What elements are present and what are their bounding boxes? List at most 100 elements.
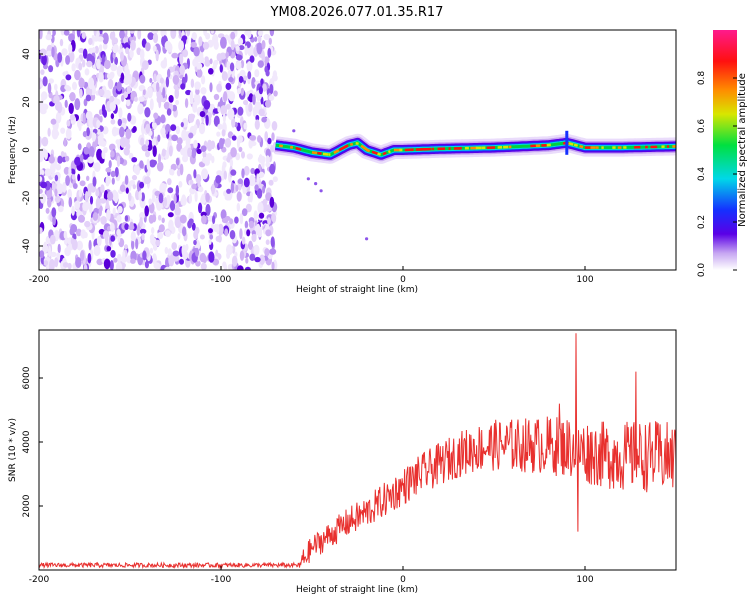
noise-blob — [142, 250, 147, 261]
noise-blob — [199, 252, 206, 263]
noise-blob — [124, 68, 130, 77]
noise-blob — [247, 195, 252, 203]
noise-blob — [86, 175, 90, 181]
noise-blob — [229, 218, 234, 225]
noise-blob — [163, 57, 167, 67]
noise-blob — [193, 46, 200, 57]
noise-blob — [82, 112, 86, 125]
noise-blob — [112, 43, 119, 54]
noise-blob — [74, 98, 81, 111]
noise-dot — [292, 129, 296, 133]
noise-blob — [250, 167, 255, 175]
noise-blob — [263, 33, 270, 41]
noise-blob — [96, 58, 101, 70]
noise-speckle — [39, 30, 369, 270]
noise-blob — [216, 170, 223, 176]
noise-blob — [43, 149, 49, 160]
noise-blob — [152, 45, 157, 52]
noise-blob — [156, 81, 160, 93]
noise-blob — [125, 128, 132, 140]
noise-blob — [231, 245, 236, 254]
snr-x-label: Height of straight line (km) — [296, 585, 418, 595]
noise-blob — [217, 234, 222, 243]
x-tick-label: -200 — [29, 575, 50, 585]
noise-blob — [66, 119, 71, 127]
noise-blob — [219, 64, 223, 73]
noise-blob — [108, 78, 114, 90]
noise-blob — [148, 202, 155, 214]
noise-blob — [46, 50, 53, 56]
noise-blob — [101, 150, 106, 160]
noise-blob — [147, 59, 152, 65]
noise-blob — [262, 198, 268, 205]
noise-blob — [198, 36, 203, 47]
noise-blob — [87, 156, 94, 164]
snr-y-ticks: 2000 4000 6000 — [22, 366, 43, 517]
noise-blob — [69, 92, 76, 102]
noise-blob — [118, 107, 123, 119]
noise-blob — [228, 91, 236, 102]
noise-blob — [238, 45, 245, 51]
noise-blob — [114, 167, 119, 178]
noise-blob — [50, 118, 57, 125]
noise-blob — [39, 48, 47, 57]
noise-blob — [51, 182, 55, 191]
colorbar-tick-label: 0.6 — [697, 119, 707, 134]
noise-blob — [109, 101, 117, 112]
noise-blob — [137, 30, 142, 40]
noise-blob — [231, 255, 238, 267]
noise-blob — [194, 190, 198, 202]
noise-blob — [252, 94, 256, 105]
noise-blob — [216, 53, 222, 62]
noise-blob — [92, 176, 97, 187]
noise-blob — [86, 127, 90, 137]
track-hot — [344, 144, 349, 149]
noise-blob — [249, 55, 255, 63]
noise-blob — [134, 96, 138, 102]
noise-blob — [265, 229, 272, 237]
colorbar-gradient — [713, 30, 737, 270]
y-tick-label: -20 — [22, 190, 32, 205]
noise-blob — [147, 32, 154, 40]
noise-blob — [82, 48, 88, 59]
noise-blob — [205, 114, 209, 126]
noise-blob — [196, 69, 203, 78]
noise-blob — [160, 30, 165, 37]
noise-blob — [139, 181, 145, 189]
noise-blob — [261, 159, 265, 170]
colorbar-tick-label: 0.2 — [697, 215, 707, 229]
noise-blob — [163, 101, 170, 110]
noise-blob — [126, 99, 131, 107]
noise-blob — [271, 261, 275, 270]
noise-blob — [108, 160, 112, 169]
spectrogram-y-label: Frequency (Hz) — [8, 116, 18, 184]
noise-blob — [192, 101, 198, 113]
noise-blob — [93, 30, 97, 37]
noise-blob — [246, 153, 253, 160]
noise-blob — [257, 135, 262, 143]
noise-blob — [179, 64, 185, 76]
noise-blob — [222, 113, 226, 123]
noise-blob — [209, 234, 214, 240]
y-tick-label: 6000 — [22, 366, 32, 389]
noise-blob — [216, 83, 223, 93]
noise-blob — [198, 186, 204, 193]
noise-blob — [39, 227, 43, 234]
noise-blob — [220, 105, 228, 116]
noise-blob — [124, 175, 129, 186]
noise-blob — [96, 119, 101, 129]
noise-blob — [216, 223, 220, 235]
noise-blob — [258, 212, 265, 219]
noise-blob — [245, 203, 252, 213]
noise-blob — [241, 151, 245, 159]
noise-blob — [261, 116, 267, 123]
noise-blob — [138, 96, 145, 102]
noise-blob — [224, 194, 232, 201]
noise-blob — [192, 58, 199, 67]
noise-blob — [144, 260, 149, 269]
noise-blob — [129, 30, 135, 34]
noise-blob — [108, 95, 115, 103]
noise-blob — [167, 248, 172, 256]
noise-blob — [114, 56, 118, 66]
noise-blob — [99, 30, 103, 35]
